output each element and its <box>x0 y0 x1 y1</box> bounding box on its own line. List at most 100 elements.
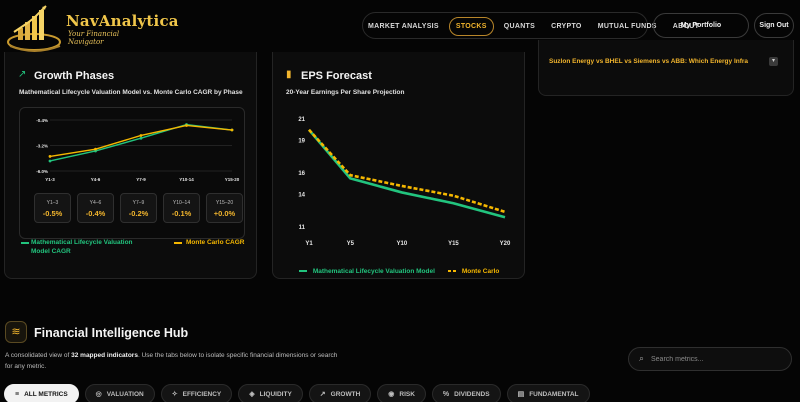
brand-logo[interactable]: NavAnalytica Your Financial Navigator <box>4 0 179 56</box>
data-point <box>48 155 52 158</box>
logo-emblem-icon <box>7 5 61 52</box>
main-nav: MARKET ANALYSIS STOCKS QUANTS CRYPTO MUT… <box>362 14 709 38</box>
data-point <box>139 134 143 137</box>
bolt-icon: ✧ <box>171 391 178 398</box>
search-box: ⌕ <box>628 347 792 371</box>
eps-forecast-chart: 21 19 16 14 11 Y1 Y5 Y10 Y15 Y20 <box>298 117 511 247</box>
phase-label: Y4–6 <box>89 200 102 206</box>
phase-box-y15-20: Y15–20 +0.0% <box>206 193 243 223</box>
tab-label: GROWTH <box>330 390 361 398</box>
nav-about[interactable]: ABOUT <box>672 22 700 30</box>
tab-label: VALUATION <box>106 390 144 398</box>
search-input[interactable] <box>651 353 781 366</box>
data-point <box>48 159 52 163</box>
series-line <box>308 128 506 214</box>
legend-swatch <box>448 270 456 273</box>
y-tick-label: 14 <box>298 193 305 199</box>
hub-title: Financial Intelligence Hub <box>34 326 189 340</box>
eps-card-title: EPS Forecast <box>301 70 372 82</box>
tab-liquidity[interactable]: ◈ LIQUIDITY <box>238 384 303 402</box>
tab-all-metrics[interactable]: ≡ ALL METRICS <box>4 384 79 402</box>
phase-box-y7-9: Y7–9 -0.2% <box>120 193 157 223</box>
growth-chart-panel: -0.4% -3.2% -6.0% Y1-3 Y4-6 Y7-9 Y10-14 Y15-20 … <box>19 107 245 239</box>
y-tick-label: -3.2% <box>36 144 48 149</box>
brand-name: NavAnalytica <box>66 12 179 30</box>
x-tick-label: Y4-6 <box>91 177 101 182</box>
hub-desc-prefix: A consolidated view of <box>5 352 72 359</box>
growth-phases-card: ↗ Growth Phases Mathematical Lifecycle V… <box>4 52 257 279</box>
x-tick-label: Y20 <box>500 241 511 247</box>
series-line <box>49 124 233 158</box>
legend-label: Mathematical Lifecycle Valuation Model <box>312 268 435 275</box>
trend-icon: ↗ <box>319 391 326 398</box>
phase-label: Y7–9 <box>132 200 145 206</box>
tab-valuation[interactable]: ◎ VALUATION <box>84 384 155 402</box>
chevron-down-icon[interactable]: ▾ <box>769 57 778 66</box>
x-tick-label: Y7-9 <box>136 177 146 182</box>
sign-out-button[interactable]: Sign Out <box>754 13 794 38</box>
tab-risk[interactable]: ◉ RISK <box>377 384 426 402</box>
news-headline[interactable]: Suzlon Energy vs BHEL vs Siemens vs ABB:… <box>549 58 749 65</box>
x-tick-label: Y10-14 <box>179 177 194 182</box>
tab-fundamental[interactable]: ▤ FUNDAMENTAL <box>506 384 590 402</box>
eps-forecast-card: ▮ EPS Forecast 20-Year Earnings Per Shar… <box>272 52 525 279</box>
my-portfolio-button[interactable]: My Portfolio <box>653 13 749 38</box>
nav-quants[interactable]: QUANTS <box>503 22 536 30</box>
x-tick-label: Y5 <box>347 241 355 247</box>
series-line <box>49 123 233 162</box>
phase-box-y1-3: Y1–3 -0.5% <box>34 193 71 223</box>
legend-label: Monte Carlo CAGR <box>186 239 245 246</box>
brand-tagline: Your Financial Navigator <box>68 30 120 46</box>
eps-card-subtitle: 20-Year Earnings Per Share Projection <box>286 89 405 96</box>
hub-desc-count: 32 mapped indicators <box>71 352 138 359</box>
y-tick-label: -0.4% <box>36 118 48 123</box>
trend-up-icon: ↗ <box>18 69 27 80</box>
phase-box-y4-6: Y4–6 -0.4% <box>77 193 114 223</box>
y-tick-label: -6.0% <box>36 169 48 174</box>
nav-crypto[interactable]: CRYPTO <box>551 22 582 30</box>
phase-label: Y15–20 <box>215 200 234 206</box>
x-tick-label: Y10 <box>396 241 407 247</box>
coin-icon: ◎ <box>95 391 102 398</box>
y-tick-label: 21 <box>298 117 305 123</box>
data-point <box>139 136 143 140</box>
y-tick-label: 19 <box>298 139 305 145</box>
tab-growth[interactable]: ↗ GROWTH <box>308 384 372 402</box>
data-point <box>185 124 188 127</box>
data-point <box>230 128 234 132</box>
nav-mutual-funds[interactable]: MUTUAL FUNDS <box>597 22 657 30</box>
tab-label: LIQUIDITY <box>259 390 292 398</box>
phase-label: Y1–3 <box>46 200 59 206</box>
hub-desc-suffix: . Use the tabs below to isolate specific… <box>5 352 338 370</box>
y-tick-label: 11 <box>299 225 306 231</box>
eps-legend-model: Mathematical Lifecycle Valuation Model <box>299 268 435 275</box>
growth-legend-monte: Monte Carlo CAGR <box>174 238 246 247</box>
x-tick-label: Y15 <box>448 241 459 247</box>
phase-value: -0.2% <box>128 209 149 218</box>
phase-value: +0.0% <box>213 209 236 218</box>
series-line <box>308 128 506 219</box>
growth-phases-chart: -0.4% -3.2% -6.0% Y1-3 Y4-6 Y7-9 Y10-14 Y15-20 <box>36 118 240 182</box>
nav-stocks[interactable]: STOCKS <box>448 16 494 36</box>
hub-description: A consolidated view of 32 mapped indicat… <box>5 350 345 372</box>
x-tick-label: Y1 <box>305 241 313 247</box>
tab-dividends[interactable]: % DIVIDENDS <box>431 384 501 402</box>
legend-swatch <box>174 242 182 244</box>
tab-label: FUNDAMENTAL <box>529 390 579 398</box>
tab-label: DIVIDENDS <box>454 390 490 398</box>
nav-container <box>362 12 648 39</box>
phase-value: -0.1% <box>171 209 192 218</box>
percent-icon: % <box>442 390 450 398</box>
eps-legend-monte: Monte Carlo <box>448 268 499 275</box>
legend-swatch <box>299 270 307 273</box>
phase-label: Y10–14 <box>172 200 191 206</box>
phase-value: -0.5% <box>42 209 63 218</box>
tab-efficiency[interactable]: ✧ EFFICIENCY <box>160 384 233 402</box>
nav-market-analysis[interactable]: MARKET ANALYSIS <box>368 22 439 30</box>
layers-icon: ≋ <box>5 321 27 343</box>
legend-swatch <box>21 242 29 244</box>
tab-label: ALL METRICS <box>24 390 68 398</box>
x-tick-label: Y15-20 <box>225 177 240 182</box>
phase-box-y10-14: Y10–14 -0.1% <box>163 193 200 223</box>
growth-card-title: Growth Phases <box>34 70 115 82</box>
